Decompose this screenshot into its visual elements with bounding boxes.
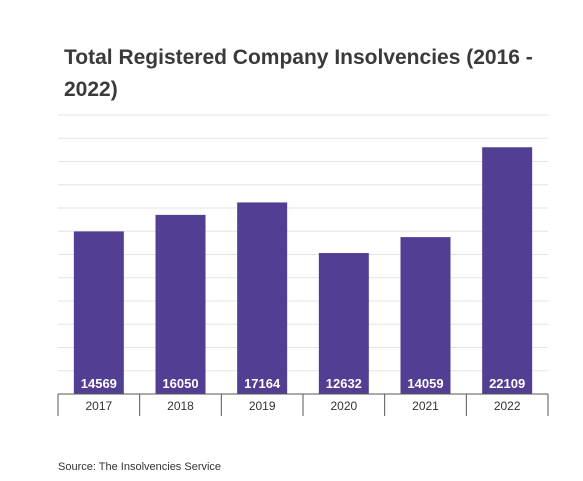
x-tick-label: 2019 xyxy=(249,399,276,413)
x-tick-label: 2022 xyxy=(494,399,521,413)
bar-2020 xyxy=(318,253,369,394)
bar-2022 xyxy=(482,147,533,394)
bars xyxy=(73,147,533,394)
bar-2017 xyxy=(73,231,124,394)
x-tick-label: 2018 xyxy=(167,399,194,413)
data-label: 12632 xyxy=(326,376,362,391)
gridlines xyxy=(58,114,548,372)
data-label: 16050 xyxy=(162,376,198,391)
bar-2018 xyxy=(155,214,206,394)
data-label: 22109 xyxy=(489,376,525,391)
x-tick-label: 2020 xyxy=(330,399,357,413)
chart-title: Total Registered Company Insolvencies (2… xyxy=(64,46,533,101)
data-label: 14059 xyxy=(407,376,443,391)
data-label: 14569 xyxy=(81,376,117,391)
data-label: 17164 xyxy=(244,376,281,391)
bar-2019 xyxy=(237,202,288,394)
source-note: Source: The Insolvencies Service xyxy=(58,461,222,473)
x-tick-label: 2021 xyxy=(412,399,439,413)
bar-2021 xyxy=(400,237,451,394)
x-axis: 2017 2018 2019 2020 2021 2022 xyxy=(57,393,549,416)
x-tick-label: 2017 xyxy=(85,399,112,413)
data-labels: 14569 16050 17164 12632 14059 22109 xyxy=(81,376,525,391)
